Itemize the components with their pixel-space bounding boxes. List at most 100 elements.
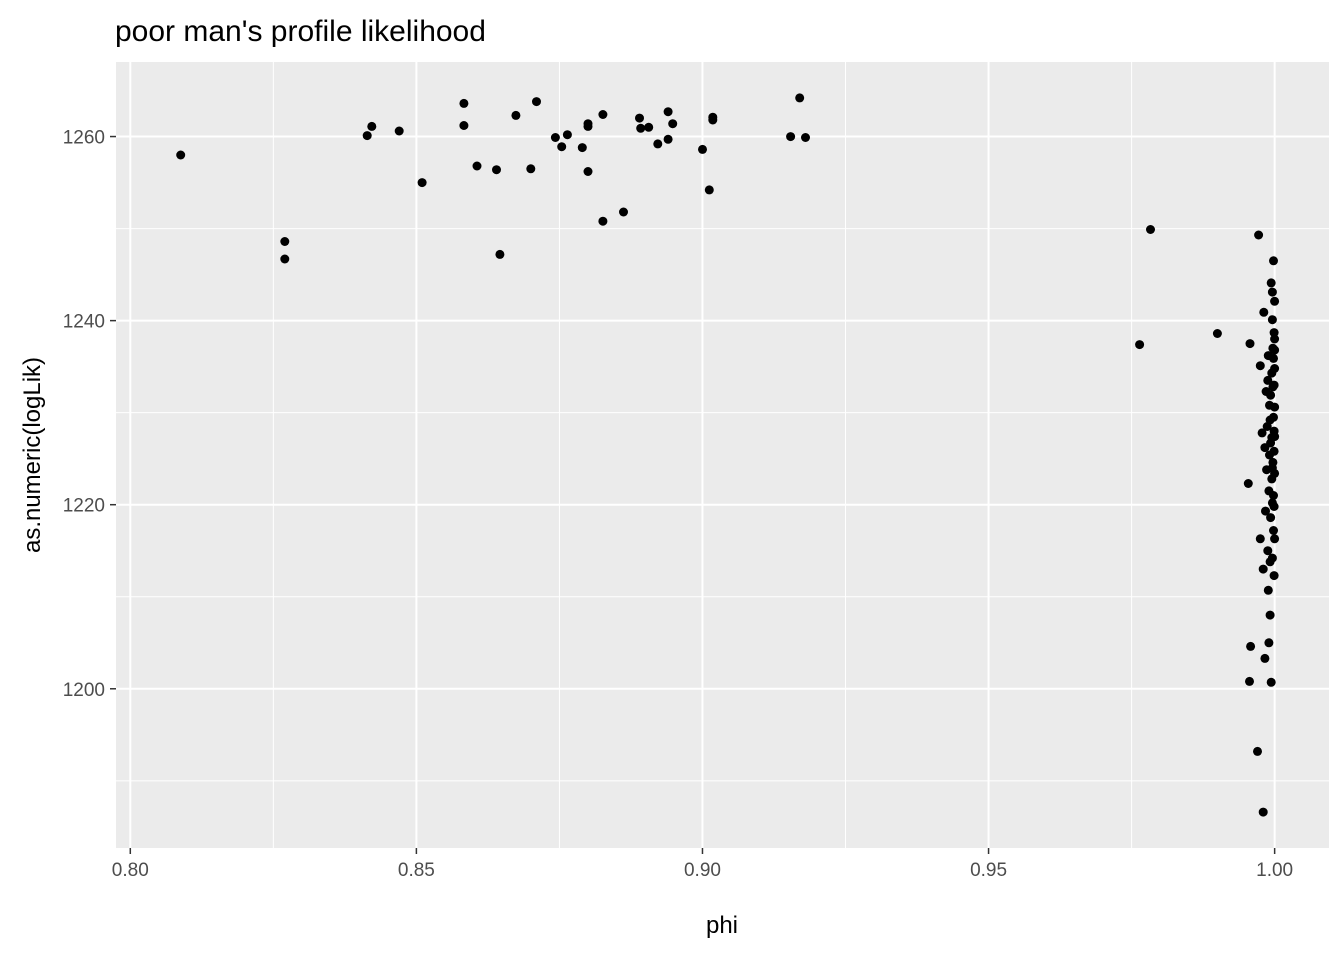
data-point bbox=[1265, 610, 1275, 620]
data-point bbox=[1146, 225, 1155, 234]
data-point bbox=[1270, 296, 1280, 306]
data-point bbox=[459, 98, 469, 108]
data-point bbox=[367, 121, 377, 131]
data-point bbox=[511, 110, 521, 120]
data-point bbox=[1257, 428, 1267, 438]
data-points bbox=[176, 93, 1280, 817]
data-point bbox=[280, 254, 290, 264]
data-point bbox=[1269, 446, 1279, 456]
data-point bbox=[577, 143, 587, 153]
data-point bbox=[663, 107, 673, 117]
data-point bbox=[280, 237, 290, 246]
data-point bbox=[1266, 677, 1276, 687]
y-axis-title: as.numeric(logLik) bbox=[19, 357, 46, 553]
data-point bbox=[562, 130, 572, 140]
data-point bbox=[583, 119, 593, 129]
data-point bbox=[1258, 564, 1268, 574]
data-point bbox=[472, 161, 482, 171]
data-point bbox=[557, 142, 567, 152]
data-point bbox=[704, 185, 714, 195]
data-point bbox=[708, 115, 718, 125]
plot-panel bbox=[116, 62, 1329, 848]
data-point bbox=[1270, 334, 1280, 344]
y-axis: 1200 1220 1240 1260 bbox=[63, 128, 116, 701]
data-point bbox=[1269, 328, 1279, 338]
data-point bbox=[417, 178, 427, 188]
data-point bbox=[1255, 361, 1265, 371]
data-point bbox=[1254, 230, 1264, 240]
chart-title: poor man's profile likelihood bbox=[115, 15, 486, 48]
data-point bbox=[1265, 415, 1275, 425]
data-point bbox=[1243, 479, 1253, 488]
x-tick-label: 0.90 bbox=[684, 860, 721, 881]
data-point bbox=[1259, 307, 1269, 317]
data-point bbox=[698, 144, 707, 154]
data-point bbox=[1269, 526, 1278, 535]
x-axis-title: phi bbox=[706, 912, 738, 939]
y-tick-label: 1200 bbox=[63, 680, 105, 701]
data-point bbox=[1270, 432, 1280, 442]
data-point bbox=[459, 121, 469, 130]
data-point bbox=[1269, 256, 1278, 266]
data-point bbox=[1246, 641, 1256, 651]
data-point bbox=[668, 119, 678, 129]
data-point bbox=[1269, 502, 1279, 511]
data-point bbox=[653, 139, 663, 149]
x-axis: 0.80 0.85 0.90 0.95 1.00 bbox=[112, 848, 1293, 881]
data-point bbox=[583, 167, 593, 176]
data-point bbox=[394, 126, 404, 136]
data-point bbox=[1245, 339, 1255, 349]
data-point bbox=[1261, 506, 1270, 516]
x-tick-label: 1.00 bbox=[1256, 860, 1293, 881]
data-point bbox=[636, 123, 646, 133]
data-point bbox=[1263, 375, 1273, 385]
x-tick-label: 0.85 bbox=[398, 860, 435, 881]
data-point bbox=[1269, 571, 1279, 581]
data-point bbox=[495, 249, 505, 259]
data-point bbox=[1267, 287, 1277, 297]
data-point bbox=[663, 134, 673, 144]
x-tick-label: 0.80 bbox=[112, 860, 149, 881]
data-point bbox=[1263, 585, 1273, 595]
data-point bbox=[492, 165, 501, 175]
data-point bbox=[1270, 364, 1280, 373]
data-point bbox=[598, 216, 608, 226]
data-point bbox=[550, 133, 560, 142]
y-tick-label: 1240 bbox=[63, 312, 105, 333]
data-point bbox=[786, 132, 796, 142]
data-point bbox=[176, 150, 186, 160]
data-point bbox=[1267, 463, 1277, 473]
data-point bbox=[1253, 746, 1262, 756]
data-point bbox=[801, 133, 810, 142]
x-tick-label: 0.95 bbox=[970, 860, 1007, 881]
data-point bbox=[526, 164, 536, 174]
data-point bbox=[795, 93, 805, 103]
data-point bbox=[1267, 553, 1277, 563]
data-point bbox=[532, 97, 541, 107]
data-point bbox=[1245, 676, 1254, 686]
data-point bbox=[635, 113, 644, 123]
data-point bbox=[619, 207, 628, 217]
data-point bbox=[1270, 534, 1280, 544]
data-point bbox=[1255, 534, 1265, 544]
data-point bbox=[362, 131, 372, 141]
data-point bbox=[1260, 653, 1270, 663]
data-point bbox=[1212, 329, 1222, 338]
data-point bbox=[1269, 380, 1279, 390]
data-point bbox=[1270, 345, 1280, 355]
y-tick-label: 1220 bbox=[63, 496, 105, 517]
data-point bbox=[1267, 315, 1277, 325]
data-point bbox=[1269, 353, 1278, 363]
data-point bbox=[1135, 340, 1145, 350]
data-point bbox=[1270, 402, 1280, 412]
data-point bbox=[1266, 390, 1276, 400]
data-point bbox=[1269, 491, 1278, 500]
data-point bbox=[1266, 278, 1276, 288]
data-point bbox=[1264, 638, 1274, 648]
data-point bbox=[598, 110, 608, 119]
data-point bbox=[1266, 513, 1276, 523]
data-point bbox=[1258, 807, 1268, 817]
y-tick-label: 1260 bbox=[63, 128, 105, 149]
data-point bbox=[644, 122, 654, 132]
